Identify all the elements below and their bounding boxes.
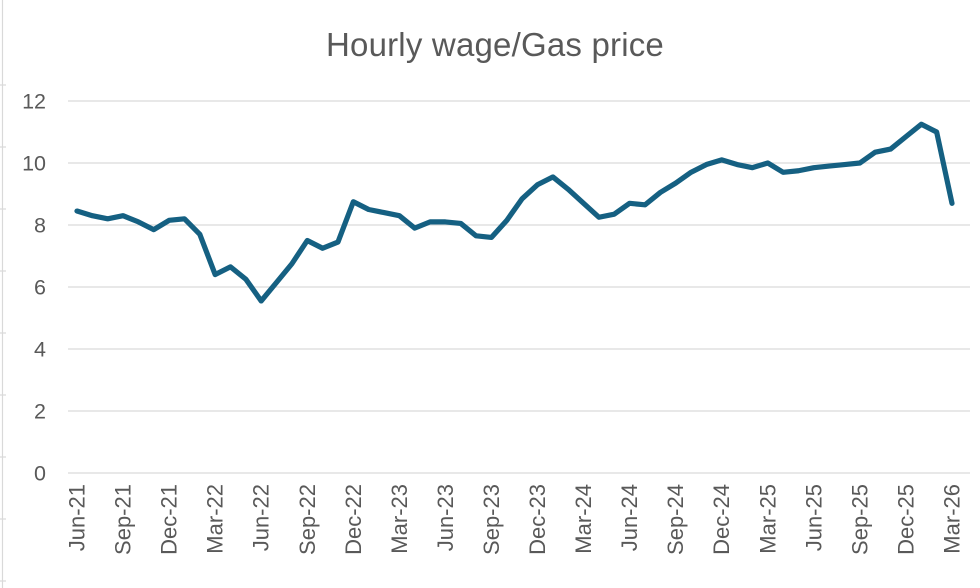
x-tick-label: Sep-23 [479, 484, 504, 555]
x-tick-label: Sep-21 [111, 484, 136, 555]
y-tick-label: 2 [34, 400, 46, 424]
y-tick-label: 0 [34, 462, 46, 486]
y-tick-label: 10 [22, 152, 46, 176]
x-tick-label: Dec-22 [341, 484, 366, 555]
x-tick-label: Mar-24 [571, 484, 596, 554]
x-tick-label: Sep-25 [847, 484, 872, 555]
series-line-hourly-wage-gas-price [74, 121, 955, 304]
x-tick-label: Dec-23 [525, 484, 550, 555]
x-axis-tick-labels: Jun-21 Sep-21 Dec-21 Mar-22 Jun-22 Sep-22 Dec-… [65, 484, 965, 555]
x-tick-label: Jun-22 [249, 484, 274, 551]
x-tick-label: Dec-25 [893, 484, 918, 555]
x-tick-label: Mar-23 [387, 484, 412, 554]
x-tick-label: Mar-26 [940, 484, 965, 554]
y-tick-label: 6 [34, 276, 46, 300]
x-tick-label: Jun-21 [65, 484, 90, 551]
chart-title: Hourly wage/Gas price [325, 26, 664, 63]
y-tick-label: 8 [34, 214, 46, 238]
spreadsheet-edge-artifact [0, 0, 6, 588]
y-tick-label: 4 [34, 338, 46, 362]
x-tick-label: Mar-22 [203, 484, 228, 554]
x-tick-label: Sep-24 [663, 484, 688, 555]
x-tick-label: Mar-25 [755, 484, 780, 554]
x-tick-label: Jun-24 [617, 484, 642, 551]
x-tick-label: Dec-21 [157, 484, 182, 555]
y-tick-label: 12 [22, 90, 46, 114]
x-tick-label: Jun-23 [433, 484, 458, 551]
x-tick-label: Dec-24 [709, 484, 734, 555]
x-tick-label: Sep-22 [295, 484, 320, 555]
gridlines [68, 100, 970, 474]
y-axis-tick-labels: 0 2 4 6 8 10 12 [22, 90, 46, 486]
x-tick-label: Jun-25 [801, 484, 826, 551]
